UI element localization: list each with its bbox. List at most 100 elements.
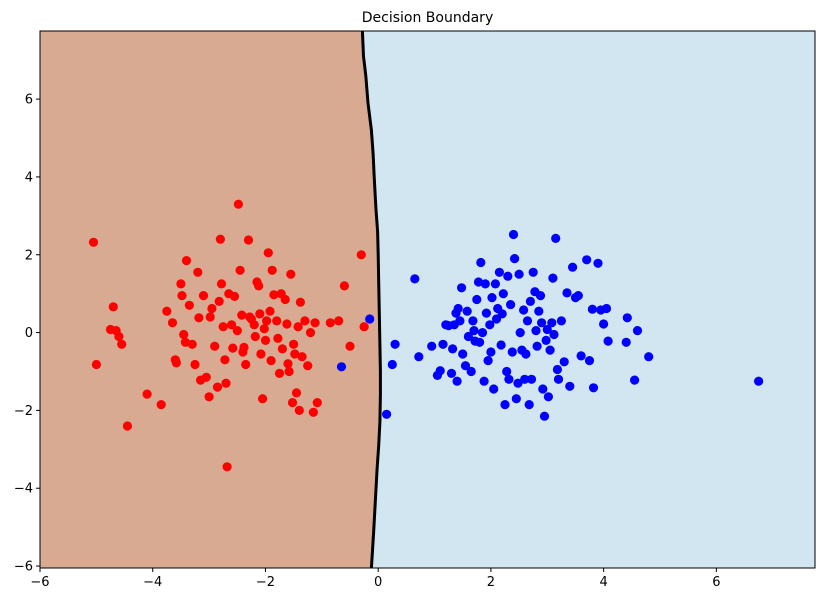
data-point [538,384,548,394]
data-point [382,409,392,419]
data-point [622,313,632,323]
data-point [303,361,313,371]
y-tick-label: −4 [14,482,33,497]
data-point [283,359,293,369]
data-point [201,372,211,382]
data-point [458,349,468,359]
data-point [524,400,534,410]
data-point [452,376,462,386]
data-point [273,333,283,343]
data-point [212,382,223,392]
data-point [582,255,592,265]
data-point [601,303,612,314]
data-point [334,316,344,326]
data-point [489,384,499,394]
y-tick-label: −6 [14,560,33,575]
data-point [490,279,500,289]
y-axis: −6 −4 −2 0 2 4 6 [14,93,40,575]
data-point [237,310,247,320]
data-point [167,318,178,328]
data-point [162,306,172,316]
region-blue [362,31,815,568]
data-point [249,320,259,330]
data-point [310,318,320,328]
data-point [476,257,486,268]
data-point [507,347,517,357]
data-point [514,269,524,279]
x-tick-label: −6 [30,575,49,590]
data-point [485,320,495,330]
data-point [588,383,599,393]
data-point [528,267,538,277]
data-point [630,375,640,385]
data-point [263,248,273,258]
data-point [593,258,603,268]
data-point [644,352,654,362]
data-point [262,316,272,326]
data-point [498,289,508,299]
data-point [214,296,224,306]
data-point [565,381,575,391]
data-point [603,336,613,346]
data-point [265,306,275,316]
data-point [632,326,643,336]
data-point [494,267,504,277]
y-tick-label: 4 [25,170,33,185]
data-point [513,378,523,388]
data-point [267,265,277,275]
data-point [308,407,318,417]
data-point [481,308,491,318]
data-point [539,411,550,421]
data-point [387,359,397,370]
x-tick-label: 0 [374,575,382,590]
data-point [204,392,214,402]
data-point [336,362,347,372]
data-point [480,279,490,289]
data-point [483,356,493,366]
data-point [504,374,514,384]
data-point [453,303,463,314]
x-axis: −6 −4 −2 0 2 4 6 [30,568,721,590]
data-point [222,462,232,472]
data-point [274,368,285,378]
data-point [535,291,546,301]
data-point [457,283,467,293]
data-point [515,328,525,338]
data-point [207,303,217,314]
data-point [599,319,609,329]
series-0 [88,199,369,472]
data-point [487,293,497,303]
data-point [542,324,552,335]
data-point [184,300,194,310]
data-point [269,290,279,300]
data-point [568,262,578,272]
data-point [91,359,101,370]
data-point [472,294,482,305]
data-point [282,319,292,329]
data-point [190,359,200,370]
data-point [427,341,437,351]
data-point [506,300,516,310]
data-point [291,388,302,398]
data-point [410,274,420,284]
data-point [475,337,485,347]
data-point [210,341,220,351]
data-point [754,376,764,386]
data-point [229,291,240,301]
data-point [108,302,118,312]
data-point [250,331,260,342]
data-point [176,279,186,289]
data-point [500,400,510,410]
data-point [359,322,369,332]
data-point [325,318,335,328]
data-point [156,400,166,410]
y-tick-label: 0 [25,326,33,341]
data-point [255,309,265,319]
data-point [532,341,542,351]
data-point [272,316,282,326]
data-point [553,374,564,384]
data-point [390,339,400,349]
data-point [187,339,197,349]
decision-boundary [360,30,382,569]
